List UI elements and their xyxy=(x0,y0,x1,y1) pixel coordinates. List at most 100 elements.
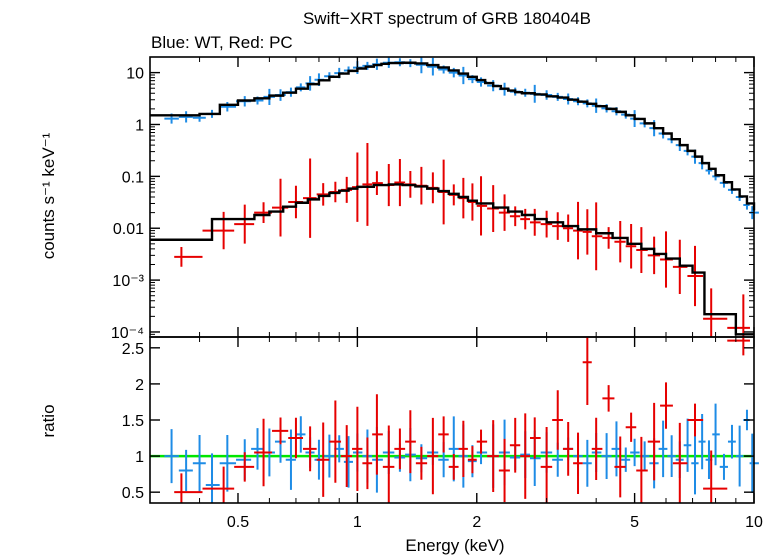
ratio-pc-point xyxy=(520,413,530,499)
ratio-pc-point xyxy=(672,422,688,503)
spectrum-wt-point xyxy=(219,101,237,112)
chart-title: Swift−XRT spectrum of GRB 180404B xyxy=(303,9,591,28)
ratio-wt-point xyxy=(719,453,728,480)
ratio-y-axis-label: ratio xyxy=(39,404,58,437)
ratio-pc-point xyxy=(329,400,342,483)
x-tick-label: 2 xyxy=(472,514,481,531)
ratio-pc-point xyxy=(582,337,592,405)
spectrum-pc-point xyxy=(672,239,688,294)
ratio-pc-point xyxy=(467,446,477,474)
spectrum-wt-point xyxy=(295,83,306,92)
ratio-wt-point xyxy=(712,403,720,466)
ratio-pc-point xyxy=(341,425,353,488)
ratio-wt-point xyxy=(582,439,592,487)
ratio-pc-point xyxy=(352,406,363,491)
ratio-pc-point xyxy=(362,437,373,490)
ratio-wt-point xyxy=(735,425,744,487)
ratio-pc-point xyxy=(405,410,416,474)
ratio-pc-point xyxy=(529,417,541,459)
spectrum-y-axis-label: counts s⁻¹ keV⁻¹ xyxy=(39,132,58,259)
spectrum-wt-point xyxy=(415,57,428,74)
ratio-pc-point xyxy=(458,420,468,477)
spectrum-pc-point xyxy=(591,202,603,271)
ratio-wt-point xyxy=(667,435,676,477)
ratio-y-tick-label: 2 xyxy=(135,377,144,394)
ratio-pc-point xyxy=(573,432,583,494)
ratio-wt-point xyxy=(285,429,296,490)
spectrum-pc-point xyxy=(362,142,373,226)
plot-area: 10 1 0.1 0.01 10⁻³ 10⁻⁴2.5 2 1.5 1 0.5 0.5 1 2 5 10 xyxy=(111,56,763,531)
spectrum-wt-model-line xyxy=(150,61,756,211)
ratio-pc-point xyxy=(625,412,637,442)
ratio-wt-point xyxy=(621,447,631,472)
ratio-pc-point xyxy=(562,421,574,476)
chart-subtitle: Blue: WT, Red: PC xyxy=(151,33,293,52)
x-tick-label: 0.5 xyxy=(227,514,249,531)
spectrum-pc-point xyxy=(476,176,488,236)
ratio-pc-point xyxy=(487,420,499,493)
spectrum-y-tick-label: 0.1 xyxy=(122,169,144,186)
ratio-pc-point xyxy=(316,422,330,497)
spectrum-pc-point xyxy=(520,208,530,230)
spectrum-pc-model-line xyxy=(150,183,754,336)
ratio-pc-point xyxy=(438,416,449,453)
ratio-y-tick-label: 0.5 xyxy=(122,485,144,502)
ratio-wt-point xyxy=(698,414,706,470)
spectrum-pc-point xyxy=(552,212,563,240)
spectrum-pc-point xyxy=(202,211,235,250)
ratio-pc-point xyxy=(174,473,203,503)
spectrum-wt-point xyxy=(458,66,468,85)
ratio-pc-point xyxy=(614,436,626,498)
ratio-pc-point xyxy=(660,382,673,429)
ratio-pc-point xyxy=(303,426,317,472)
ratio-pc-point xyxy=(602,385,615,412)
spectrum-y-tick-label: 1 xyxy=(135,117,144,134)
ratio-pc-point xyxy=(703,450,728,503)
ratio-wt-point xyxy=(178,449,193,492)
spectrum-y-tick-label: 10⁻⁴ xyxy=(111,325,144,342)
ratio-wt-point xyxy=(192,435,206,492)
spectrum-pc-point xyxy=(509,206,521,227)
ratio-pc-point xyxy=(394,428,406,470)
ratio-pc-point xyxy=(591,417,603,481)
ratio-pc-point xyxy=(202,466,235,503)
ratio-y-tick-label: 2.5 xyxy=(122,341,144,358)
spectrum-pc-point xyxy=(573,201,583,260)
spectrum-y-tick-label: 10 xyxy=(126,66,144,83)
spectrum-frame xyxy=(149,56,755,338)
ratio-pc-point xyxy=(647,402,661,481)
ratio-wt-point xyxy=(164,429,179,484)
ratio-pc-point xyxy=(540,427,553,503)
spectrum-pc-point xyxy=(687,245,704,307)
ratio-pc-point xyxy=(272,417,289,445)
spectrum-pc-point xyxy=(582,209,592,255)
ratio-wt-point xyxy=(251,428,264,470)
spectrum-pc-point xyxy=(540,210,553,238)
ratio-wt-point xyxy=(219,435,237,492)
ratio-pc-point xyxy=(552,390,563,450)
ratio-pc-point xyxy=(427,417,439,495)
spectrum-pc-point xyxy=(394,159,406,207)
spectrum-wt-point xyxy=(178,111,193,123)
ratio-wt-point xyxy=(691,432,699,495)
spectrum-y-tick-label: 10⁻³ xyxy=(112,273,144,290)
ratio-pc-point xyxy=(372,394,383,475)
ratio-wt-point xyxy=(236,439,252,481)
ratio-wt-point xyxy=(683,418,692,472)
spectrum-pc-point xyxy=(625,223,637,269)
ratio-wt-point xyxy=(601,433,612,480)
spectrum-wt-point xyxy=(427,57,439,76)
x-axis-label: Energy (keV) xyxy=(405,536,504,555)
ratio-pc-point xyxy=(234,452,255,482)
ratio-pc-point xyxy=(448,454,459,480)
spectrum-y-tick-label: 0.01 xyxy=(113,221,144,238)
ratio-pc-point xyxy=(727,337,750,356)
spectrum-pc-point xyxy=(614,221,626,263)
x-tick-label: 1 xyxy=(353,514,362,531)
ratio-pc-point xyxy=(415,446,428,480)
spectrum-pc-point xyxy=(372,171,383,195)
spectrum-pc-point xyxy=(316,183,330,206)
ratio-y-tick-label: 1 xyxy=(135,449,144,466)
ratio-pc-point xyxy=(254,418,273,487)
